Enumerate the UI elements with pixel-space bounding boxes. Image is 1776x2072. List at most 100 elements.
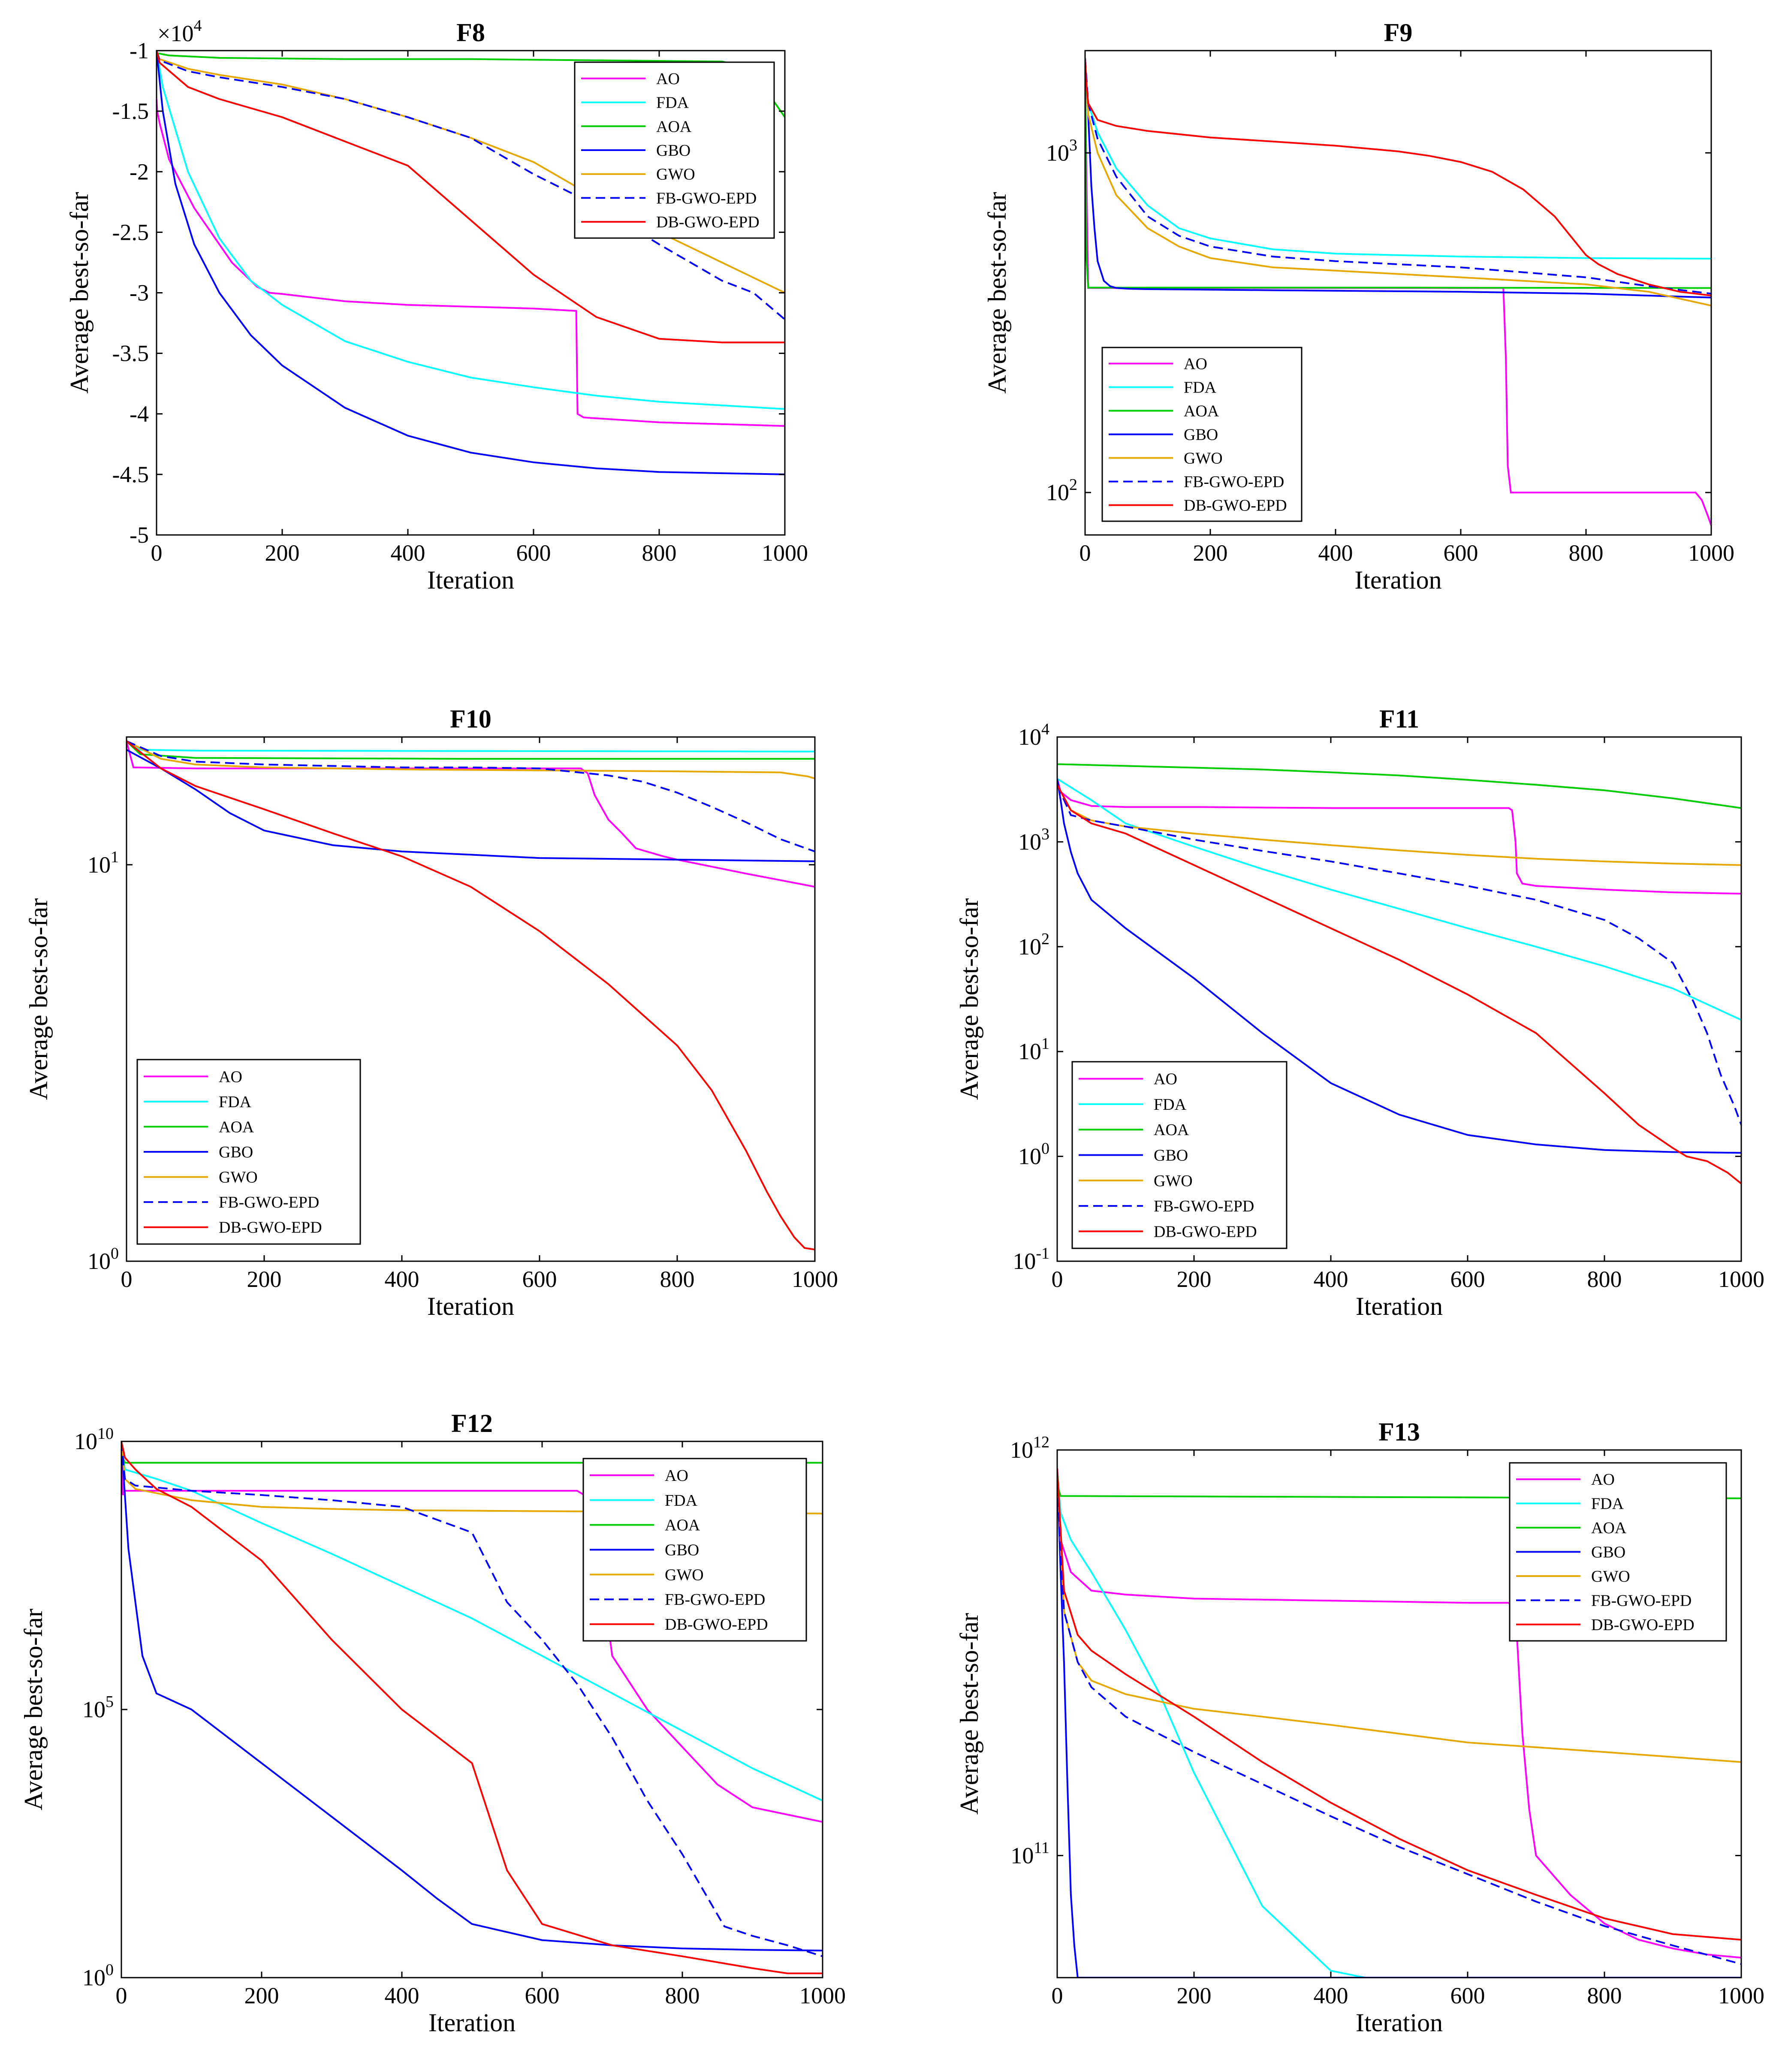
series-aoa xyxy=(1057,763,1741,809)
legend-label: FB-GWO-EPD xyxy=(1184,473,1284,491)
x-tick-label: 800 xyxy=(665,1983,700,2009)
y-axis-label: Average best-so-far xyxy=(24,898,53,1100)
legend: AO FDA AOA GBO GWO FB-GWO-EPD DB-GWO-EPD xyxy=(1101,347,1303,522)
y-tick-label: -4.5 xyxy=(112,462,149,487)
y-tick-label: 1011 xyxy=(1010,1839,1049,1868)
legend-label: FDA xyxy=(656,94,689,112)
legend-label: AOA xyxy=(219,1118,254,1136)
x-tick-label: 1000 xyxy=(1718,1983,1764,2009)
series-gbo xyxy=(121,1441,823,1951)
legend-label: AO xyxy=(656,70,680,88)
x-tick-label: 800 xyxy=(1569,540,1604,566)
y-tick-label: 105 xyxy=(82,1693,114,1722)
legend-label: FB-GWO-EPD xyxy=(1154,1197,1254,1215)
legend-label: FDA xyxy=(665,1492,698,1510)
legend-label: AO xyxy=(1591,1471,1615,1489)
x-tick-label: 800 xyxy=(1587,1983,1622,2009)
x-axis-label: Iteration xyxy=(427,566,514,594)
x-axis-label: Iteration xyxy=(428,2009,516,2037)
series-gbo xyxy=(1057,1468,1741,1978)
y-tick-label: 10-1 xyxy=(1013,1244,1049,1274)
series-db-gwo-epd xyxy=(1085,58,1711,296)
y-axis-label: Average best-so-far xyxy=(955,898,983,1100)
legend-label: GBO xyxy=(1184,426,1218,444)
legend: AO FDA AOA GBO GWO FB-GWO-EPD DB-GWO-EPD xyxy=(136,1059,361,1245)
x-tick-label: 600 xyxy=(522,1266,557,1292)
x-tick-label: 600 xyxy=(1450,1983,1485,2009)
legend-label: GWO xyxy=(656,166,695,184)
x-tick-label: 600 xyxy=(1444,540,1478,566)
y-tick-label: 103 xyxy=(1046,136,1077,166)
legend-label: GBO xyxy=(219,1143,253,1161)
legend: AO FDA AOA GBO GWO FB-GWO-EPD DB-GWO-EPD xyxy=(1071,1061,1288,1249)
y-tick-label: -4 xyxy=(130,401,149,427)
y-tick-label: -3.5 xyxy=(112,341,149,366)
legend-label: DB-GWO-EPD xyxy=(1591,1616,1695,1634)
y-tick-label: 100 xyxy=(1018,1140,1049,1169)
chart-f10: 0 200 400 600 800 1000 100 101 F10 Iteration Avera… xyxy=(24,705,838,1320)
chart-title: F9 xyxy=(1384,18,1413,47)
legend-label: GBO xyxy=(1154,1147,1188,1165)
legend-label: DB-GWO-EPD xyxy=(219,1219,322,1237)
x-tick-label: 1000 xyxy=(1718,1266,1764,1292)
x-tick-label: 1000 xyxy=(799,1983,846,2009)
y-tick-label: 101 xyxy=(1018,1035,1049,1064)
series-db-gwo-epd xyxy=(127,740,815,1250)
x-tick-label: 400 xyxy=(385,1983,419,2009)
x-tick-label: 1000 xyxy=(762,540,808,566)
legend: AO FDA AOA GBO GWO FB-GWO-EPD DB-GWO-EPD xyxy=(582,1458,807,1642)
x-tick-label: 400 xyxy=(1314,1983,1348,2009)
series-fb-gwo-epd xyxy=(1057,784,1741,1125)
y-tick-label: 104 xyxy=(1018,720,1049,750)
legend-label: DB-GWO-EPD xyxy=(665,1616,768,1634)
x-tick-label: 0 xyxy=(121,1266,133,1292)
x-tick-label: 800 xyxy=(660,1266,695,1292)
x-tick-label: 200 xyxy=(247,1266,282,1292)
series-db-gwo-epd xyxy=(1057,1468,1741,1941)
x-tick-label: 0 xyxy=(1052,1983,1063,2009)
legend-label: AOA xyxy=(1154,1121,1189,1139)
axes-box xyxy=(1084,50,1712,536)
x-tick-label: 400 xyxy=(1314,1266,1348,1292)
y-tick-label: -2.5 xyxy=(112,219,149,245)
x-axis-label: Iteration xyxy=(1356,1292,1443,1320)
y-tick-label: -1 xyxy=(130,38,149,63)
x-tick-label: 200 xyxy=(1177,1983,1212,2009)
legend-label: AOA xyxy=(656,118,692,136)
legend-label: GBO xyxy=(656,142,690,160)
y-tick-label: -2 xyxy=(130,159,149,184)
y-tick-label: -3 xyxy=(130,280,149,306)
legend-label: GWO xyxy=(219,1169,258,1187)
legend-label: AO xyxy=(1154,1070,1177,1088)
y-tick-label: 102 xyxy=(1018,930,1049,960)
exponent-label: ×104 xyxy=(157,17,202,46)
legend-label: GBO xyxy=(665,1541,699,1559)
legend-label: FDA xyxy=(1184,379,1217,397)
x-axis-label: Iteration xyxy=(1356,2009,1443,2037)
legend-label: FB-GWO-EPD xyxy=(656,189,757,207)
x-tick-label: 400 xyxy=(1318,540,1353,566)
series-fb-gwo-epd xyxy=(121,1441,823,1957)
legend-label: FDA xyxy=(219,1093,252,1111)
series-gwo xyxy=(1057,784,1741,866)
chart-f13: 0 200 400 600 800 1000 1011 1012 F13 Iteration Ave… xyxy=(955,1418,1764,2037)
y-axis-label: Average best-so-far xyxy=(983,192,1011,393)
legend-label: AOA xyxy=(1184,402,1219,420)
series-fda xyxy=(1057,1468,1741,1978)
legend-label: AO xyxy=(665,1467,688,1485)
legend-label: FB-GWO-EPD xyxy=(665,1591,765,1609)
series-gwo xyxy=(1085,58,1711,307)
series-fda xyxy=(127,740,815,752)
legend-label: FB-GWO-EPD xyxy=(1591,1592,1692,1610)
axes-box xyxy=(1056,1449,1742,1978)
legend-label: AO xyxy=(1184,355,1207,373)
x-tick-label: 200 xyxy=(1193,540,1228,566)
y-tick-label: 102 xyxy=(1046,476,1077,505)
y-axis-label: Average best-so-far xyxy=(955,1613,983,1815)
series-gbo xyxy=(157,51,785,475)
series-aoa xyxy=(1085,58,1711,289)
legend-label: DB-GWO-EPD xyxy=(1184,497,1287,515)
x-tick-label: 200 xyxy=(1177,1266,1212,1292)
x-tick-label: 1000 xyxy=(1688,540,1734,566)
